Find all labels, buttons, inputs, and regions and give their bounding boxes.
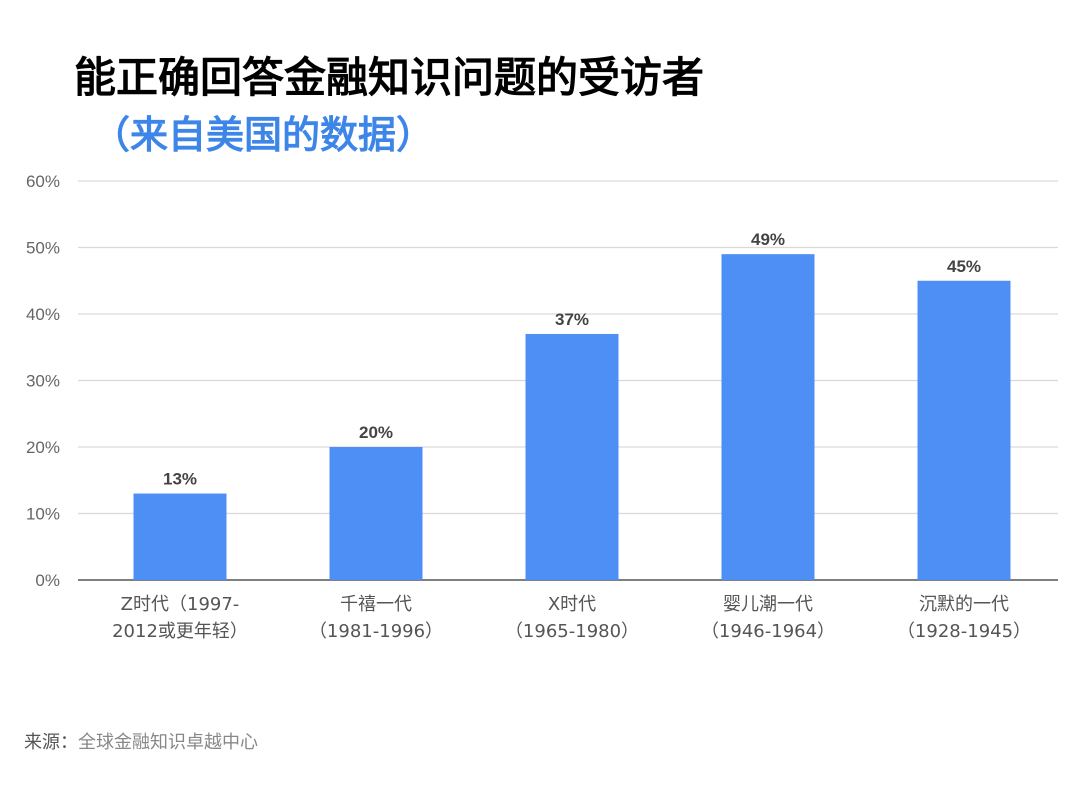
bar bbox=[917, 280, 1011, 580]
x-tick-label: 千禧一代 bbox=[340, 594, 412, 615]
data-label: 45% bbox=[947, 257, 981, 276]
y-tick-label: 40% bbox=[26, 305, 60, 324]
x-tick-label: X时代 bbox=[548, 594, 596, 615]
y-tick-label: 20% bbox=[26, 438, 60, 457]
x-tick-label: （1965-1980） bbox=[505, 621, 639, 642]
y-tick-label: 10% bbox=[26, 505, 60, 524]
chart-title: 能正确回答金融知识问题的受访者 bbox=[74, 53, 705, 102]
chart-subtitle: （来自美国的数据） bbox=[92, 113, 435, 157]
bar-chart: 0% 10% 20% 30% 40% 50% 60% 13% Z时代（1997- 2012或更年轻… bbox=[26, 172, 1058, 642]
data-label: 13% bbox=[163, 470, 197, 489]
x-tick-label: 婴儿潮一代 bbox=[723, 594, 813, 615]
bar bbox=[721, 254, 815, 580]
x-tick-label: （1981-1996） bbox=[309, 621, 443, 642]
y-tick-label: 0% bbox=[35, 571, 60, 590]
y-tick-label: 50% bbox=[26, 239, 60, 258]
bar bbox=[133, 493, 227, 580]
data-label: 49% bbox=[751, 230, 785, 249]
x-tick-label: 沉默的一代 bbox=[919, 594, 1009, 615]
source-label: 来源： bbox=[24, 732, 78, 753]
data-label: 20% bbox=[359, 423, 393, 442]
x-tick-label: 2012或更年轻） bbox=[112, 621, 248, 642]
y-tick-label: 60% bbox=[26, 172, 60, 191]
x-tick-label: （1928-1945） bbox=[897, 621, 1031, 642]
bar bbox=[525, 333, 619, 580]
bar bbox=[329, 447, 423, 580]
data-label: 37% bbox=[555, 310, 589, 329]
source-value: 全球金融知识卓越中心 bbox=[78, 732, 258, 753]
x-tick-label: Z时代（1997- bbox=[121, 594, 240, 615]
source-note: 来源：全球金融知识卓越中心 bbox=[24, 728, 258, 754]
x-tick-label: （1946-1964） bbox=[701, 621, 835, 642]
y-tick-label: 30% bbox=[26, 372, 60, 391]
